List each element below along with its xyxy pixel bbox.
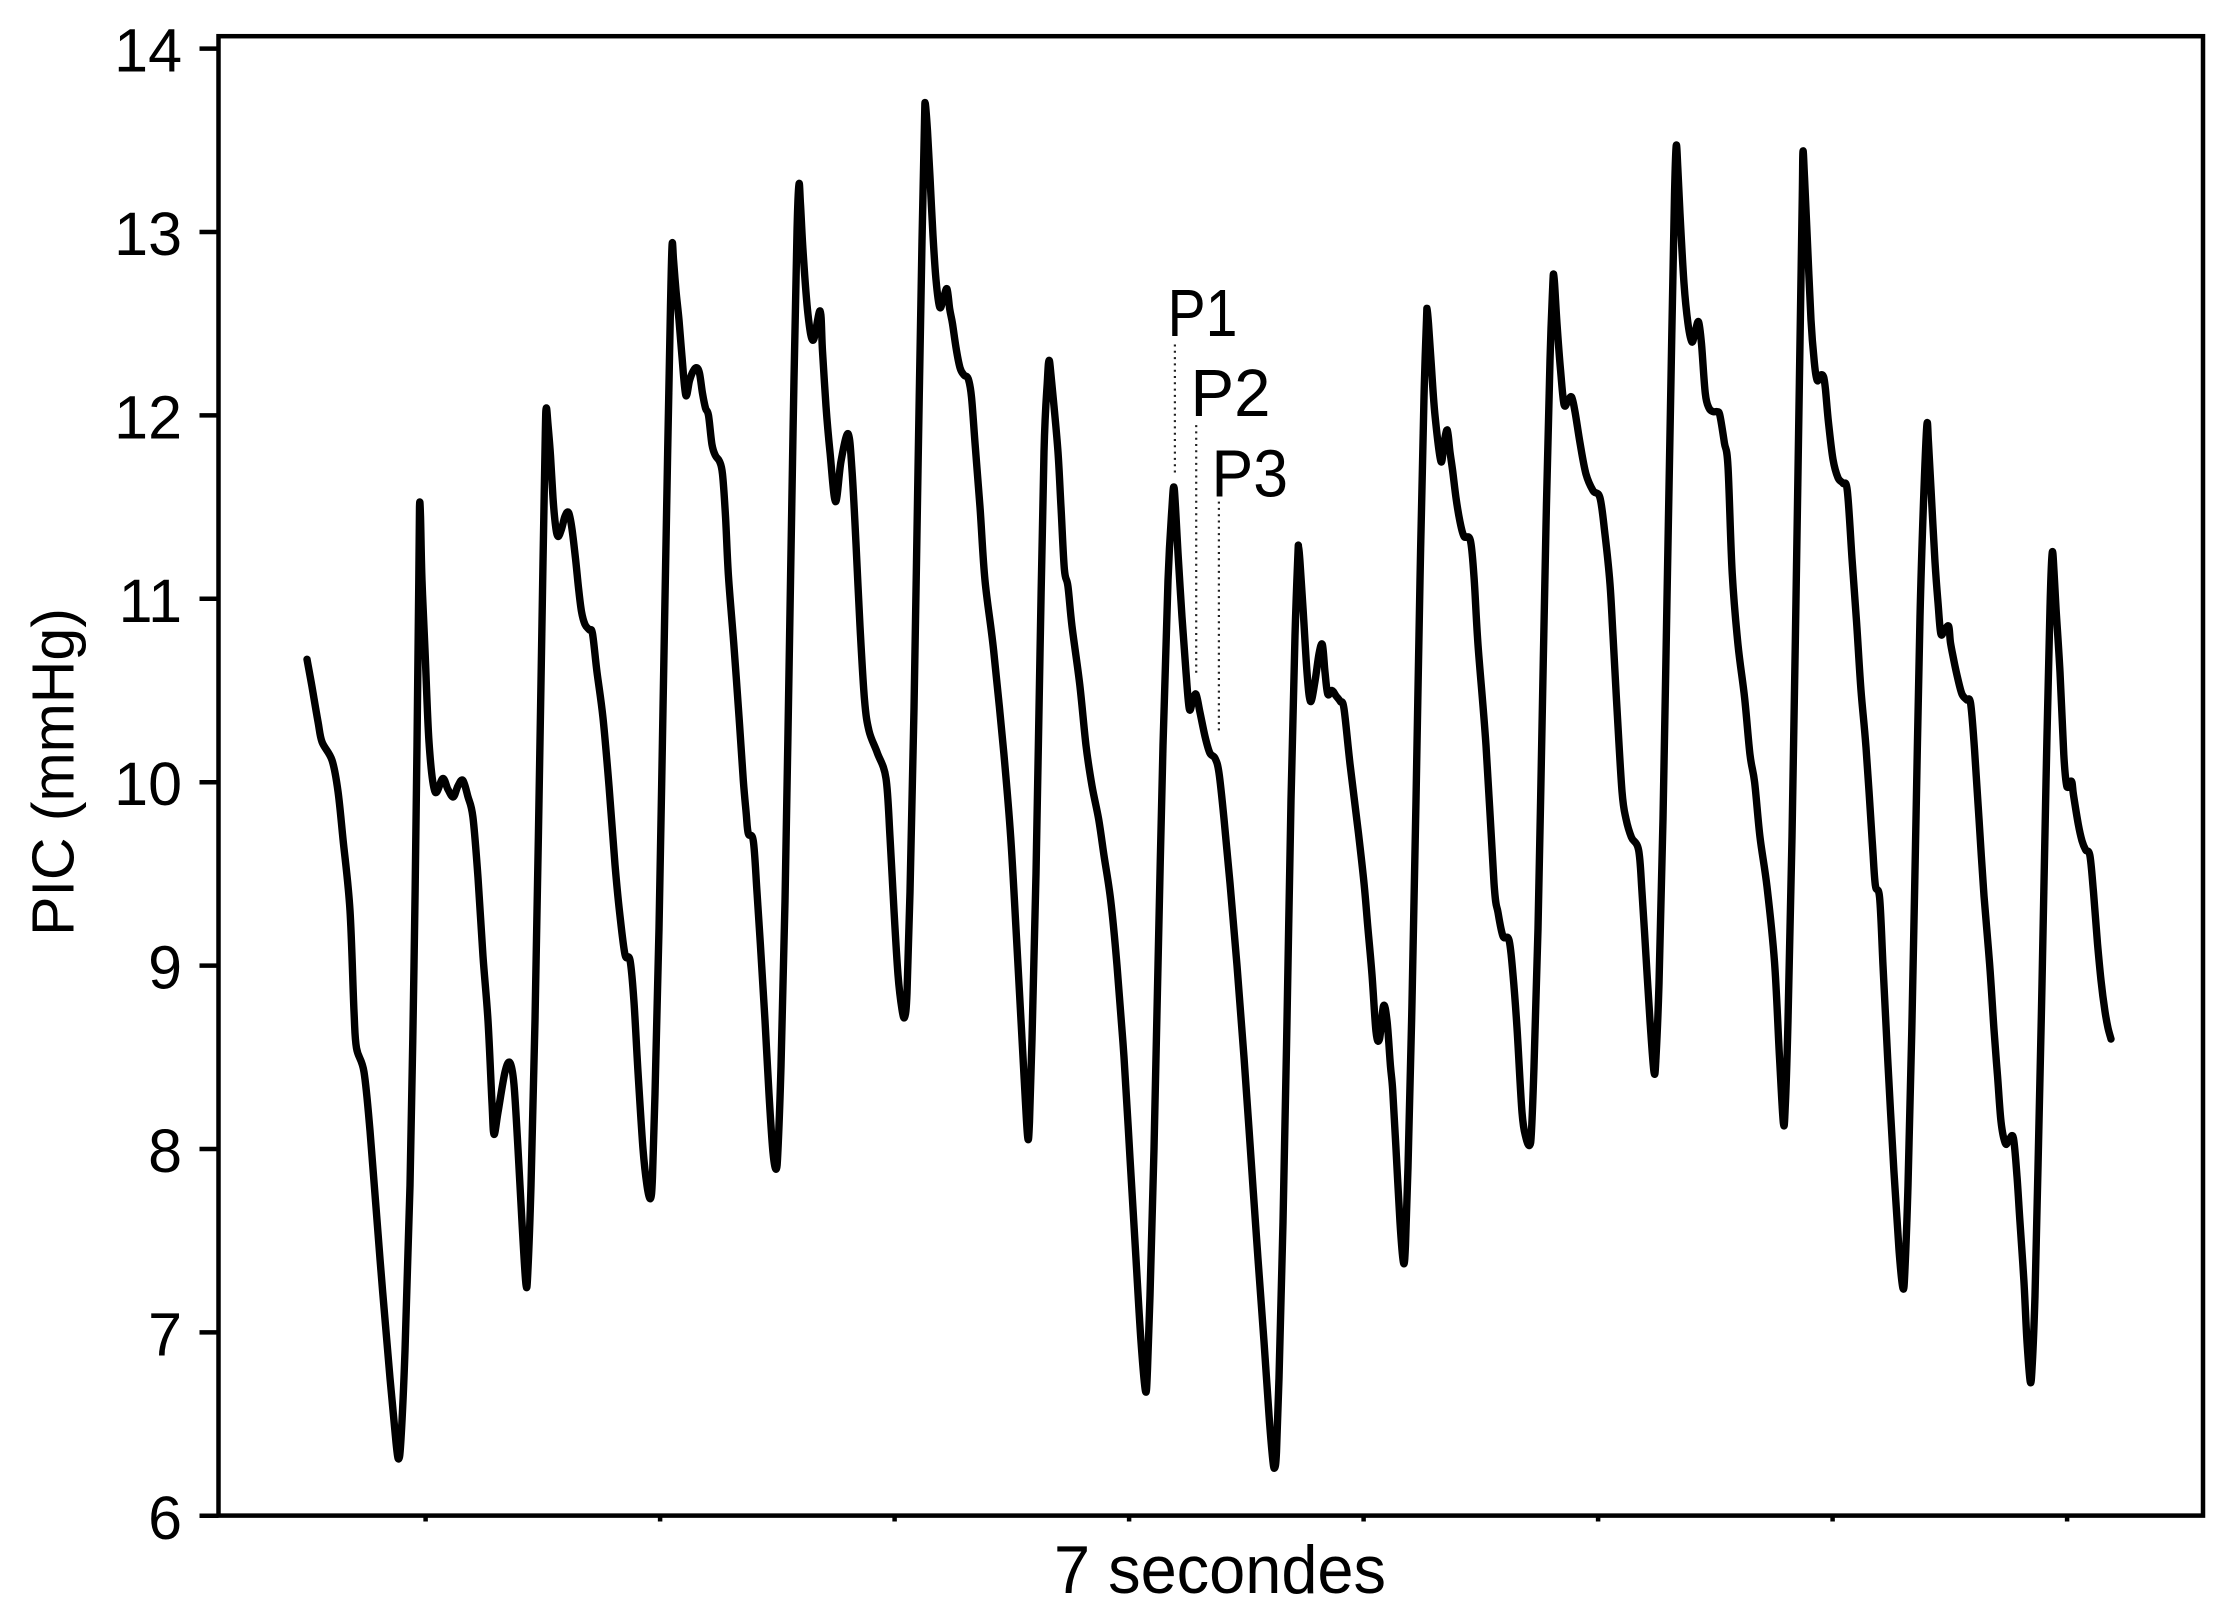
svg-text:13: 13 [114,200,182,268]
svg-text:12: 12 [114,383,182,451]
svg-text:10: 10 [114,750,182,818]
svg-text:7 secondes: 7 secondes [1054,1532,1386,1608]
svg-text:P3: P3 [1212,437,1289,512]
svg-text:11: 11 [119,567,182,635]
svg-text:14: 14 [114,17,182,85]
svg-text:PIC (mmHg): PIC (mmHg) [21,608,87,936]
svg-text:6: 6 [148,1484,182,1552]
svg-text:9: 9 [148,934,182,1002]
svg-text:7: 7 [148,1300,182,1368]
svg-text:P1: P1 [1168,276,1238,351]
svg-text:P2: P2 [1191,356,1271,431]
svg-text:8: 8 [148,1117,182,1185]
